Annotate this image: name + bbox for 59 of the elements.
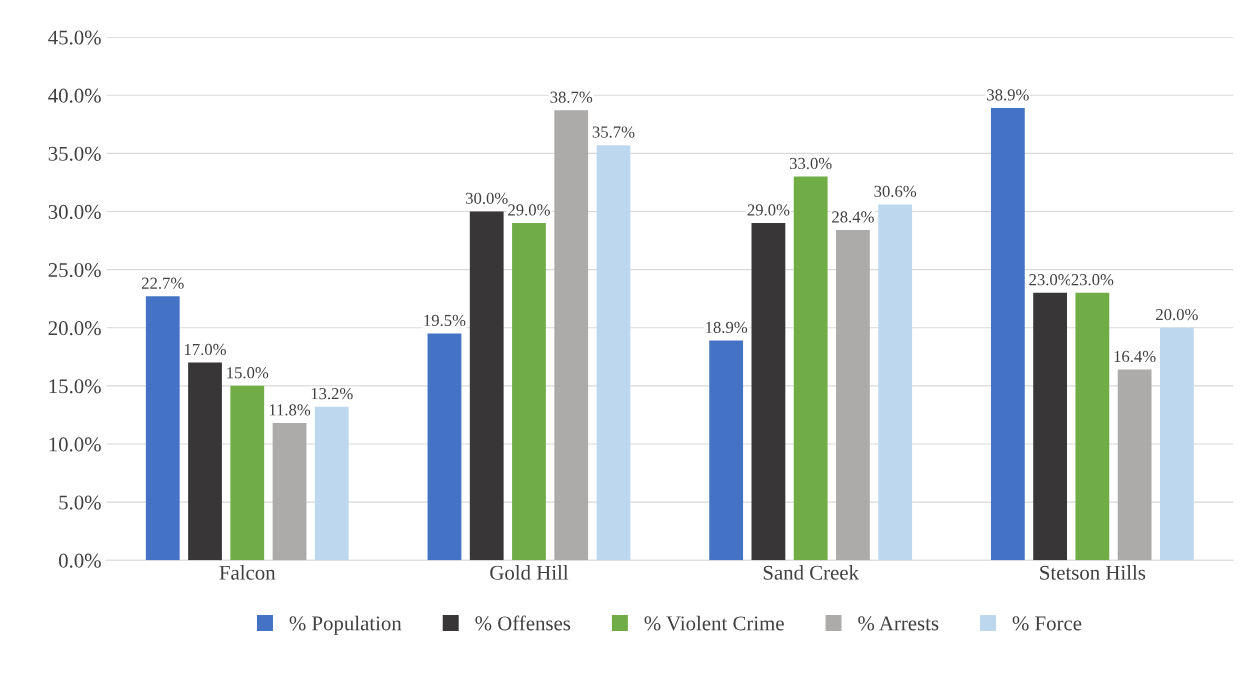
x-tick-label: Gold Hill — [490, 565, 569, 580]
data-label: 28.4% — [832, 211, 874, 223]
y-tick-label: 40.0% — [48, 88, 101, 103]
bar — [554, 110, 589, 561]
bar — [1033, 292, 1068, 561]
data-label: 15.0% — [227, 367, 269, 379]
data-label: 22.7% — [141, 277, 184, 289]
data-label: 38.7% — [550, 91, 593, 103]
data-label: 11.8% — [269, 404, 311, 416]
bar — [709, 340, 744, 561]
y-tick-label: 30.0% — [48, 204, 101, 220]
data-label: 17.0% — [184, 343, 226, 356]
bar — [188, 362, 222, 561]
bar — [836, 230, 870, 561]
bar — [751, 223, 786, 561]
data-label: 19.5% — [424, 314, 466, 327]
bar — [990, 108, 1025, 561]
bar — [878, 204, 913, 561]
data-label: 29.0% — [508, 204, 550, 216]
x-tick-label: Sand Creek — [763, 565, 859, 580]
y-tick-label: 25.0% — [48, 263, 101, 278]
data-label: 23.0% — [1071, 274, 1114, 286]
x-tick-label: Stetson Hills — [1040, 565, 1146, 580]
y-tick-label: 10.0% — [49, 437, 101, 452]
bar — [793, 176, 828, 561]
y-tick-label: 45.0% — [48, 30, 101, 45]
data-label: 30.0% — [465, 192, 508, 205]
bar — [469, 211, 504, 561]
data-label: 18.9% — [706, 321, 748, 334]
bar — [230, 385, 265, 561]
y-tick-label: 0.0% — [58, 553, 101, 568]
bar — [314, 406, 349, 561]
bar — [1117, 369, 1152, 561]
y-tick-label: 20.0% — [48, 321, 101, 336]
data-label: 13.2% — [311, 388, 353, 400]
data-label: 35.7% — [592, 126, 635, 138]
bar — [272, 423, 307, 561]
data-label: 30.6% — [874, 185, 917, 198]
y-tick-label: 15.0% — [49, 379, 101, 394]
bar — [1075, 292, 1110, 561]
y-tick-label: 35.0% — [48, 146, 101, 161]
x-tick-label: Falcon — [219, 565, 276, 580]
data-label: 16.4% — [1114, 350, 1156, 363]
y-tick-label: 5.0% — [59, 495, 101, 510]
data-label: 29.0% — [747, 204, 790, 216]
bar — [512, 223, 546, 561]
data-label: 20.0% — [1156, 308, 1198, 321]
data-label: 38.9% — [987, 89, 1029, 101]
bar — [1159, 327, 1194, 561]
bar — [427, 333, 462, 561]
bar — [145, 296, 180, 561]
data-label: 33.0% — [789, 157, 832, 170]
legend-label: % Population — [289, 615, 402, 635]
legend-label: % Violent Crime — [644, 615, 784, 631]
legend-label: % Arrests — [858, 616, 939, 631]
legend-label: % Offenses — [475, 615, 571, 631]
data-label: 23.0% — [1029, 274, 1072, 286]
legend-label: % Force — [1012, 616, 1082, 631]
bar — [596, 145, 631, 561]
